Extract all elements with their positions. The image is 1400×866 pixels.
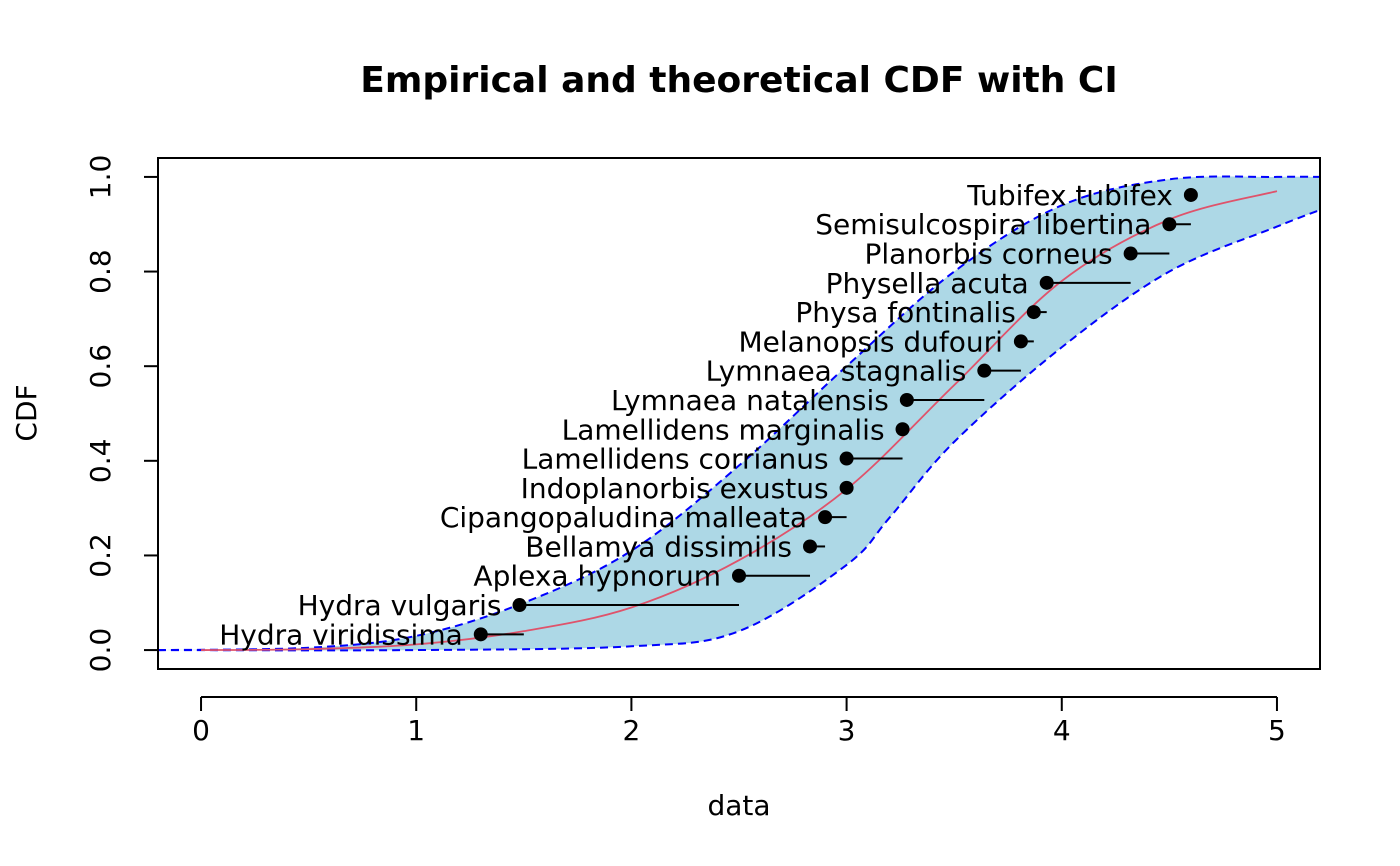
point-label: Planorbis corneus	[865, 238, 1113, 271]
data-point	[473, 627, 488, 642]
data-point	[803, 539, 818, 554]
data-point	[1039, 275, 1054, 290]
data-point	[1162, 217, 1177, 232]
data-point	[977, 363, 992, 378]
point-label: Aplexa hypnorum	[473, 560, 721, 593]
data-point	[1183, 187, 1198, 202]
point-label: Indoplanorbis exustus	[521, 472, 829, 505]
data-point	[732, 568, 746, 583]
chart-title: Empirical and theoretical CDF with CI	[360, 60, 1117, 101]
x-tick-label: 0	[192, 714, 210, 747]
point-label: Lamellidens marginalis	[562, 413, 885, 446]
point-label: Lymnaea stagnalis	[706, 355, 967, 388]
y-axis-label: CDF	[10, 384, 43, 441]
point-label: Bellamya dissimilis	[525, 530, 792, 563]
data-point	[1013, 334, 1028, 349]
x-tick-label: 2	[622, 714, 640, 747]
ci-lower-line	[158, 209, 1320, 652]
point-label: Lymnaea natalensis	[611, 384, 889, 417]
y-tick-label: 0.8	[84, 249, 117, 294]
point-label: Physa fontinalis	[795, 296, 1015, 329]
point-label: Lamellidens corrianus	[522, 443, 829, 476]
point-label: Physella acuta	[826, 267, 1029, 300]
data-point	[512, 598, 527, 613]
data-point	[818, 510, 833, 525]
y-tick-label: 0.4	[84, 439, 117, 484]
x-tick-label: 3	[838, 714, 856, 747]
x-tick-label: 1	[407, 714, 425, 747]
data-point	[899, 392, 914, 407]
point-label: Cipangopaludina malleata	[440, 501, 807, 534]
point-label: Hydra viridissima	[219, 618, 463, 651]
confidence-band	[158, 176, 1320, 651]
y-axis: 0.0 0.2 0.4 0.6 0.8 1.0	[84, 155, 159, 673]
y-tick-label: 0.2	[84, 533, 117, 578]
point-label: Semisulcospira libertina	[815, 208, 1151, 241]
data-point	[1123, 246, 1138, 261]
data-point	[1026, 305, 1041, 320]
data-point	[895, 422, 910, 437]
point-label: Tubifex tubifex	[966, 179, 1173, 212]
data-point	[839, 480, 854, 495]
x-axis: 0 1 2 3 4 5	[192, 696, 1286, 747]
y-tick-label: 0.0	[84, 628, 117, 673]
point-label: Hydra vulgaris	[298, 589, 502, 622]
ci-upper-line	[158, 175, 1320, 652]
y-tick-label: 0.6	[84, 344, 117, 389]
x-axis-label: data	[707, 789, 770, 822]
x-tick-label: 5	[1268, 714, 1286, 747]
theoretical-cdf-line	[201, 190, 1278, 651]
data-point	[839, 451, 854, 466]
x-tick-label: 4	[1053, 714, 1071, 747]
y-tick-label: 1.0	[84, 155, 117, 200]
point-label: Melanopsis dufouri	[739, 325, 1003, 358]
